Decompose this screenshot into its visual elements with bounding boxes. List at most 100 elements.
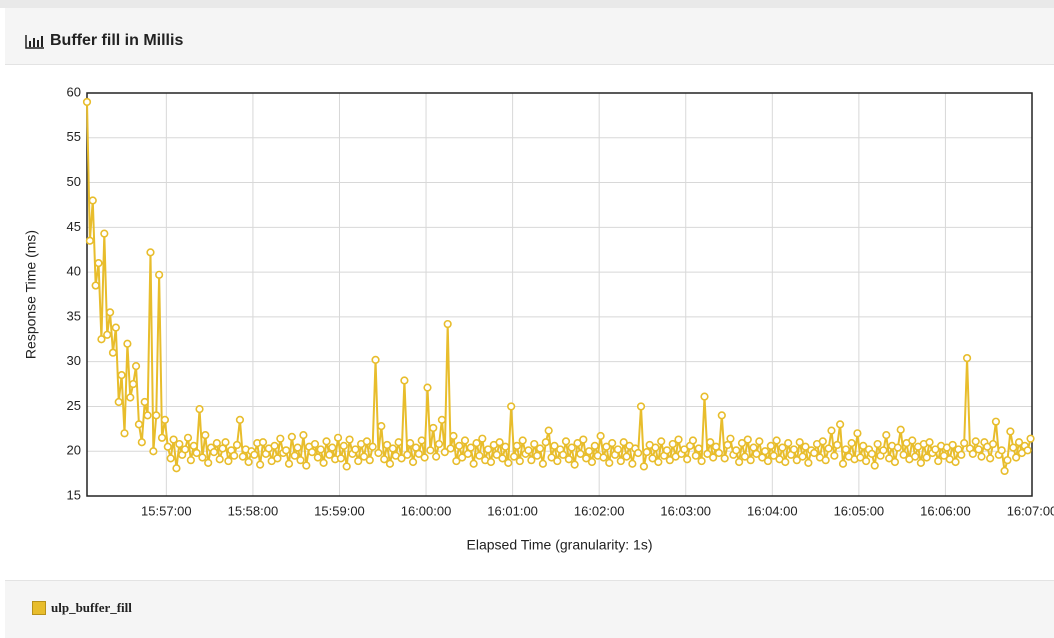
data-point xyxy=(911,452,920,461)
data-point xyxy=(137,438,146,447)
data-point xyxy=(117,371,126,380)
data-point xyxy=(394,438,403,447)
data-point xyxy=(691,451,700,460)
data-point xyxy=(472,439,481,448)
data-point xyxy=(544,426,553,435)
data-point xyxy=(596,431,605,441)
data-point xyxy=(458,453,467,462)
data-point xyxy=(284,459,294,468)
data-point xyxy=(129,379,138,389)
data-point xyxy=(582,454,591,463)
data-point xyxy=(417,436,426,445)
data-point xyxy=(105,308,115,317)
data-point xyxy=(198,453,207,462)
data-point xyxy=(426,446,435,455)
data-point xyxy=(841,445,850,454)
data-point xyxy=(359,452,369,461)
y-tick-label: 40 xyxy=(67,264,81,279)
data-point xyxy=(446,444,455,453)
data-point xyxy=(654,457,663,467)
x-tick-label: 15:57:00 xyxy=(141,503,192,518)
data-point xyxy=(988,439,998,449)
data-point xyxy=(879,446,888,455)
data-point xyxy=(553,456,562,466)
data-point xyxy=(694,444,703,453)
data-point xyxy=(504,458,513,467)
data-point xyxy=(674,435,683,444)
data-point xyxy=(922,453,931,462)
data-point xyxy=(403,450,412,459)
data-point xyxy=(437,415,447,424)
data-point xyxy=(512,441,522,450)
data-point xyxy=(452,456,461,466)
data-point xyxy=(628,459,637,468)
y-tick-label: 45 xyxy=(67,219,81,234)
data-point xyxy=(374,448,383,458)
data-point xyxy=(466,443,475,452)
data-point xyxy=(703,449,712,459)
data-point xyxy=(723,440,732,450)
data-point xyxy=(648,454,657,463)
data-point xyxy=(833,440,842,450)
data-point xyxy=(186,456,195,465)
data-point xyxy=(939,451,949,460)
data-point xyxy=(270,441,279,450)
legend: ulp_buffer_fill xyxy=(5,580,1054,638)
data-point xyxy=(700,392,709,401)
data-point xyxy=(668,439,677,449)
data-point xyxy=(951,457,960,467)
data-point xyxy=(763,456,773,466)
panel-header: Buffer fill in Millis xyxy=(5,8,1054,65)
data-point xyxy=(1012,453,1021,462)
data-point xyxy=(143,411,152,420)
data-point xyxy=(711,442,721,451)
data-point xyxy=(743,435,752,444)
data-point xyxy=(795,438,804,447)
data-point xyxy=(88,196,97,205)
data-point xyxy=(867,449,876,459)
data-point xyxy=(836,420,845,429)
data-point xyxy=(818,437,827,446)
data-point xyxy=(720,454,729,463)
data-point xyxy=(801,442,810,451)
data-point xyxy=(302,461,311,470)
data-point xyxy=(498,454,507,463)
data-point xyxy=(455,441,464,450)
data-point xyxy=(861,456,871,466)
data-point xyxy=(192,448,201,458)
data-point xyxy=(258,438,268,447)
x-tick-label: 16:07:00 xyxy=(1007,503,1054,518)
x-tick-label: 16:06:00 xyxy=(920,503,971,518)
data-point xyxy=(746,456,755,465)
data-point xyxy=(997,446,1006,455)
x-tick-label: 16:00:00 xyxy=(401,503,452,518)
data-point xyxy=(1023,446,1032,455)
data-point xyxy=(215,455,224,464)
data-point xyxy=(527,456,536,465)
data-point xyxy=(662,446,672,455)
data-point xyxy=(163,442,172,451)
data-point xyxy=(882,431,891,440)
data-point xyxy=(131,362,141,371)
data-point xyxy=(579,435,588,444)
data-point xyxy=(697,456,706,466)
y-tick-label: 30 xyxy=(67,353,81,368)
data-point xyxy=(740,452,749,461)
data-point xyxy=(362,437,371,446)
data-point xyxy=(287,432,296,441)
data-point xyxy=(957,450,966,459)
data-point xyxy=(169,435,178,444)
data-point xyxy=(307,448,317,457)
data-point xyxy=(235,415,245,424)
x-tick-label: 16:05:00 xyxy=(834,503,885,518)
data-point xyxy=(290,451,299,460)
y-tick-label: 55 xyxy=(67,129,81,144)
data-point xyxy=(824,444,833,453)
data-point xyxy=(336,454,346,463)
data-point xyxy=(411,443,421,452)
data-point xyxy=(244,457,253,467)
legend-label[interactable]: ulp_buffer_fill xyxy=(51,600,132,615)
data-point xyxy=(371,355,380,364)
data-point xyxy=(665,456,674,465)
